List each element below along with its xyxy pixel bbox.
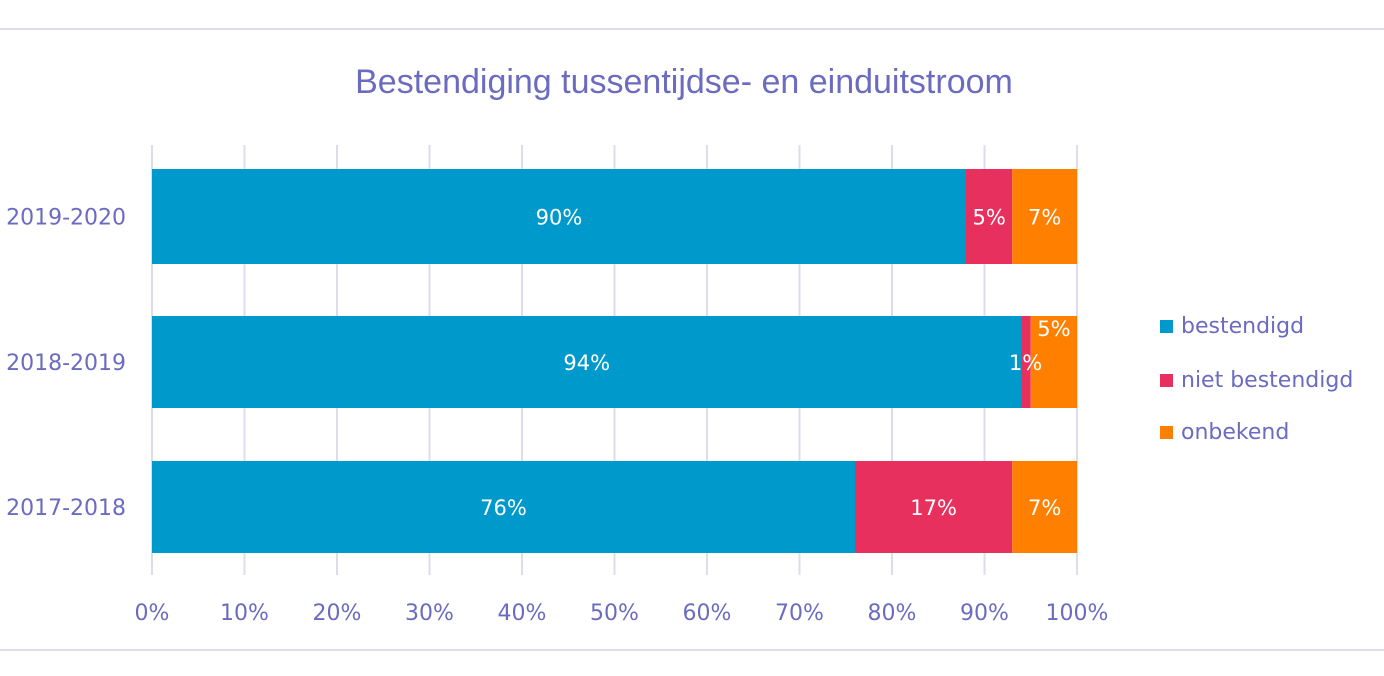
x-tick-label: 70%	[775, 601, 824, 626]
bar-value-label: 1%	[1009, 351, 1042, 375]
x-tick-label: 20%	[313, 601, 362, 626]
bar-segment	[152, 316, 1022, 408]
legend-label: bestendigd	[1181, 314, 1304, 339]
bar-value-label: 94%	[563, 351, 610, 375]
axes: 0% 10% 20% 30% 40% 50% 60% 70% 80% 90% 100% 2019-20…	[6, 206, 1108, 627]
x-tick-label: 80%	[868, 601, 917, 626]
bar-value-label: 90%	[536, 206, 583, 230]
legend-label: niet bestendigd	[1181, 368, 1353, 393]
bar-segment	[1012, 169, 1077, 264]
top-border	[0, 28, 1384, 30]
y-category-label: 2017-2018	[6, 496, 126, 521]
x-tick-label: 90%	[960, 601, 1009, 626]
x-tick-label: 0%	[135, 601, 170, 626]
bar-value-label: 7%	[1028, 206, 1061, 230]
x-tick-label: 50%	[590, 601, 639, 626]
bar-value-label: 7%	[1028, 496, 1061, 520]
data-labels: 90% 5% 7% 94% 1% 5% 76% 17% 7%	[480, 206, 1070, 521]
bar-segment	[152, 461, 855, 553]
x-tick-label: 60%	[683, 601, 732, 626]
bottom-border	[0, 649, 1384, 651]
legend-swatch	[1160, 426, 1173, 439]
chart-title: Bestendiging tussentijdse- en einduitstr…	[355, 63, 1013, 101]
bar-value-label: 5%	[1037, 317, 1070, 341]
bar-segment	[1021, 316, 1031, 408]
bars	[152, 169, 1077, 553]
legend-label: onbekend	[1181, 420, 1289, 445]
bar-segment	[1030, 316, 1077, 408]
x-tick-label: 40%	[498, 601, 547, 626]
bar-value-label: 5%	[972, 206, 1005, 230]
bar-segment	[1012, 461, 1077, 553]
x-tick-label: 100%	[1046, 601, 1109, 626]
x-tick-label: 10%	[220, 601, 269, 626]
bar-value-label: 17%	[910, 496, 957, 520]
legend-swatch	[1160, 320, 1173, 333]
bar-segment	[855, 461, 1013, 553]
x-tick-label: 30%	[405, 601, 454, 626]
legend: bestendigd niet bestendigd onbekend	[1160, 314, 1353, 445]
bar-value-label: 76%	[480, 496, 527, 520]
legend-swatch	[1160, 374, 1173, 387]
bar-segment	[966, 169, 1013, 264]
y-category-label: 2018-2019	[6, 351, 126, 376]
bar-segment	[152, 169, 966, 264]
y-category-label: 2019-2020	[6, 206, 126, 231]
